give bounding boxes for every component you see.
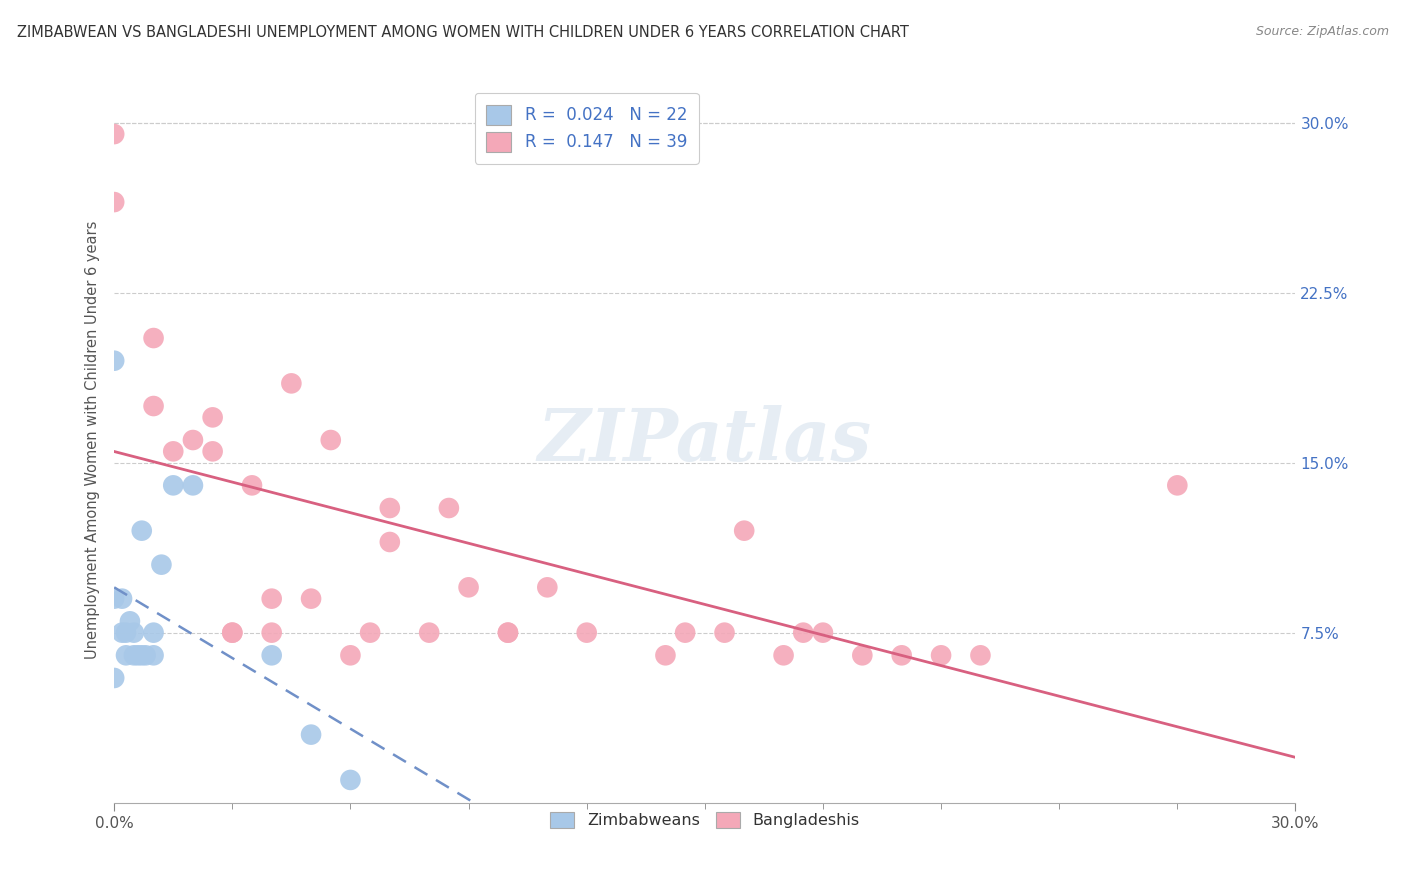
Point <box>111 591 134 606</box>
Point <box>890 648 912 663</box>
Point <box>240 478 263 492</box>
Point <box>260 648 283 663</box>
Point <box>135 648 157 663</box>
Point <box>536 580 558 594</box>
Point <box>359 625 381 640</box>
Point <box>103 591 125 606</box>
Point <box>221 625 243 640</box>
Point <box>575 625 598 640</box>
Text: ZIPatlas: ZIPatlas <box>537 405 872 475</box>
Point <box>418 625 440 640</box>
Point <box>201 410 224 425</box>
Point <box>496 625 519 640</box>
Point <box>103 195 125 210</box>
Point <box>496 625 519 640</box>
Point <box>181 478 204 492</box>
Point <box>142 399 165 413</box>
Point <box>1166 478 1188 492</box>
Point <box>142 625 165 640</box>
Y-axis label: Unemployment Among Women with Children Under 6 years: Unemployment Among Women with Children U… <box>86 221 100 659</box>
Point <box>131 648 153 663</box>
Point <box>103 671 125 685</box>
Point <box>811 625 834 640</box>
Point <box>162 478 184 492</box>
Point <box>115 625 138 640</box>
Point <box>339 772 361 787</box>
Point <box>299 728 322 742</box>
Point <box>111 625 134 640</box>
Point <box>150 558 173 572</box>
Legend: Zimbabweans, Bangladeshis: Zimbabweans, Bangladeshis <box>544 805 866 835</box>
Point <box>733 524 755 538</box>
Point <box>437 501 460 516</box>
Point <box>713 625 735 640</box>
Point <box>181 433 204 447</box>
Text: ZIMBABWEAN VS BANGLADESHI UNEMPLOYMENT AMONG WOMEN WITH CHILDREN UNDER 6 YEARS C: ZIMBABWEAN VS BANGLADESHI UNEMPLOYMENT A… <box>17 25 908 40</box>
Point <box>221 625 243 640</box>
Point <box>201 444 224 458</box>
Point <box>118 615 141 629</box>
Point <box>851 648 873 663</box>
Point <box>103 353 125 368</box>
Point <box>457 580 479 594</box>
Point <box>299 591 322 606</box>
Point <box>772 648 794 663</box>
Point <box>122 648 145 663</box>
Point <box>339 648 361 663</box>
Point <box>673 625 696 640</box>
Point <box>260 625 283 640</box>
Point <box>260 591 283 606</box>
Point <box>122 625 145 640</box>
Point <box>929 648 952 663</box>
Point <box>654 648 676 663</box>
Point <box>131 524 153 538</box>
Point <box>142 331 165 345</box>
Point <box>378 501 401 516</box>
Point <box>378 535 401 549</box>
Point <box>162 444 184 458</box>
Point <box>127 648 149 663</box>
Text: Source: ZipAtlas.com: Source: ZipAtlas.com <box>1256 25 1389 38</box>
Point <box>115 648 138 663</box>
Point <box>142 648 165 663</box>
Point <box>969 648 991 663</box>
Point <box>280 376 302 391</box>
Point <box>103 127 125 141</box>
Point <box>319 433 342 447</box>
Point <box>792 625 814 640</box>
